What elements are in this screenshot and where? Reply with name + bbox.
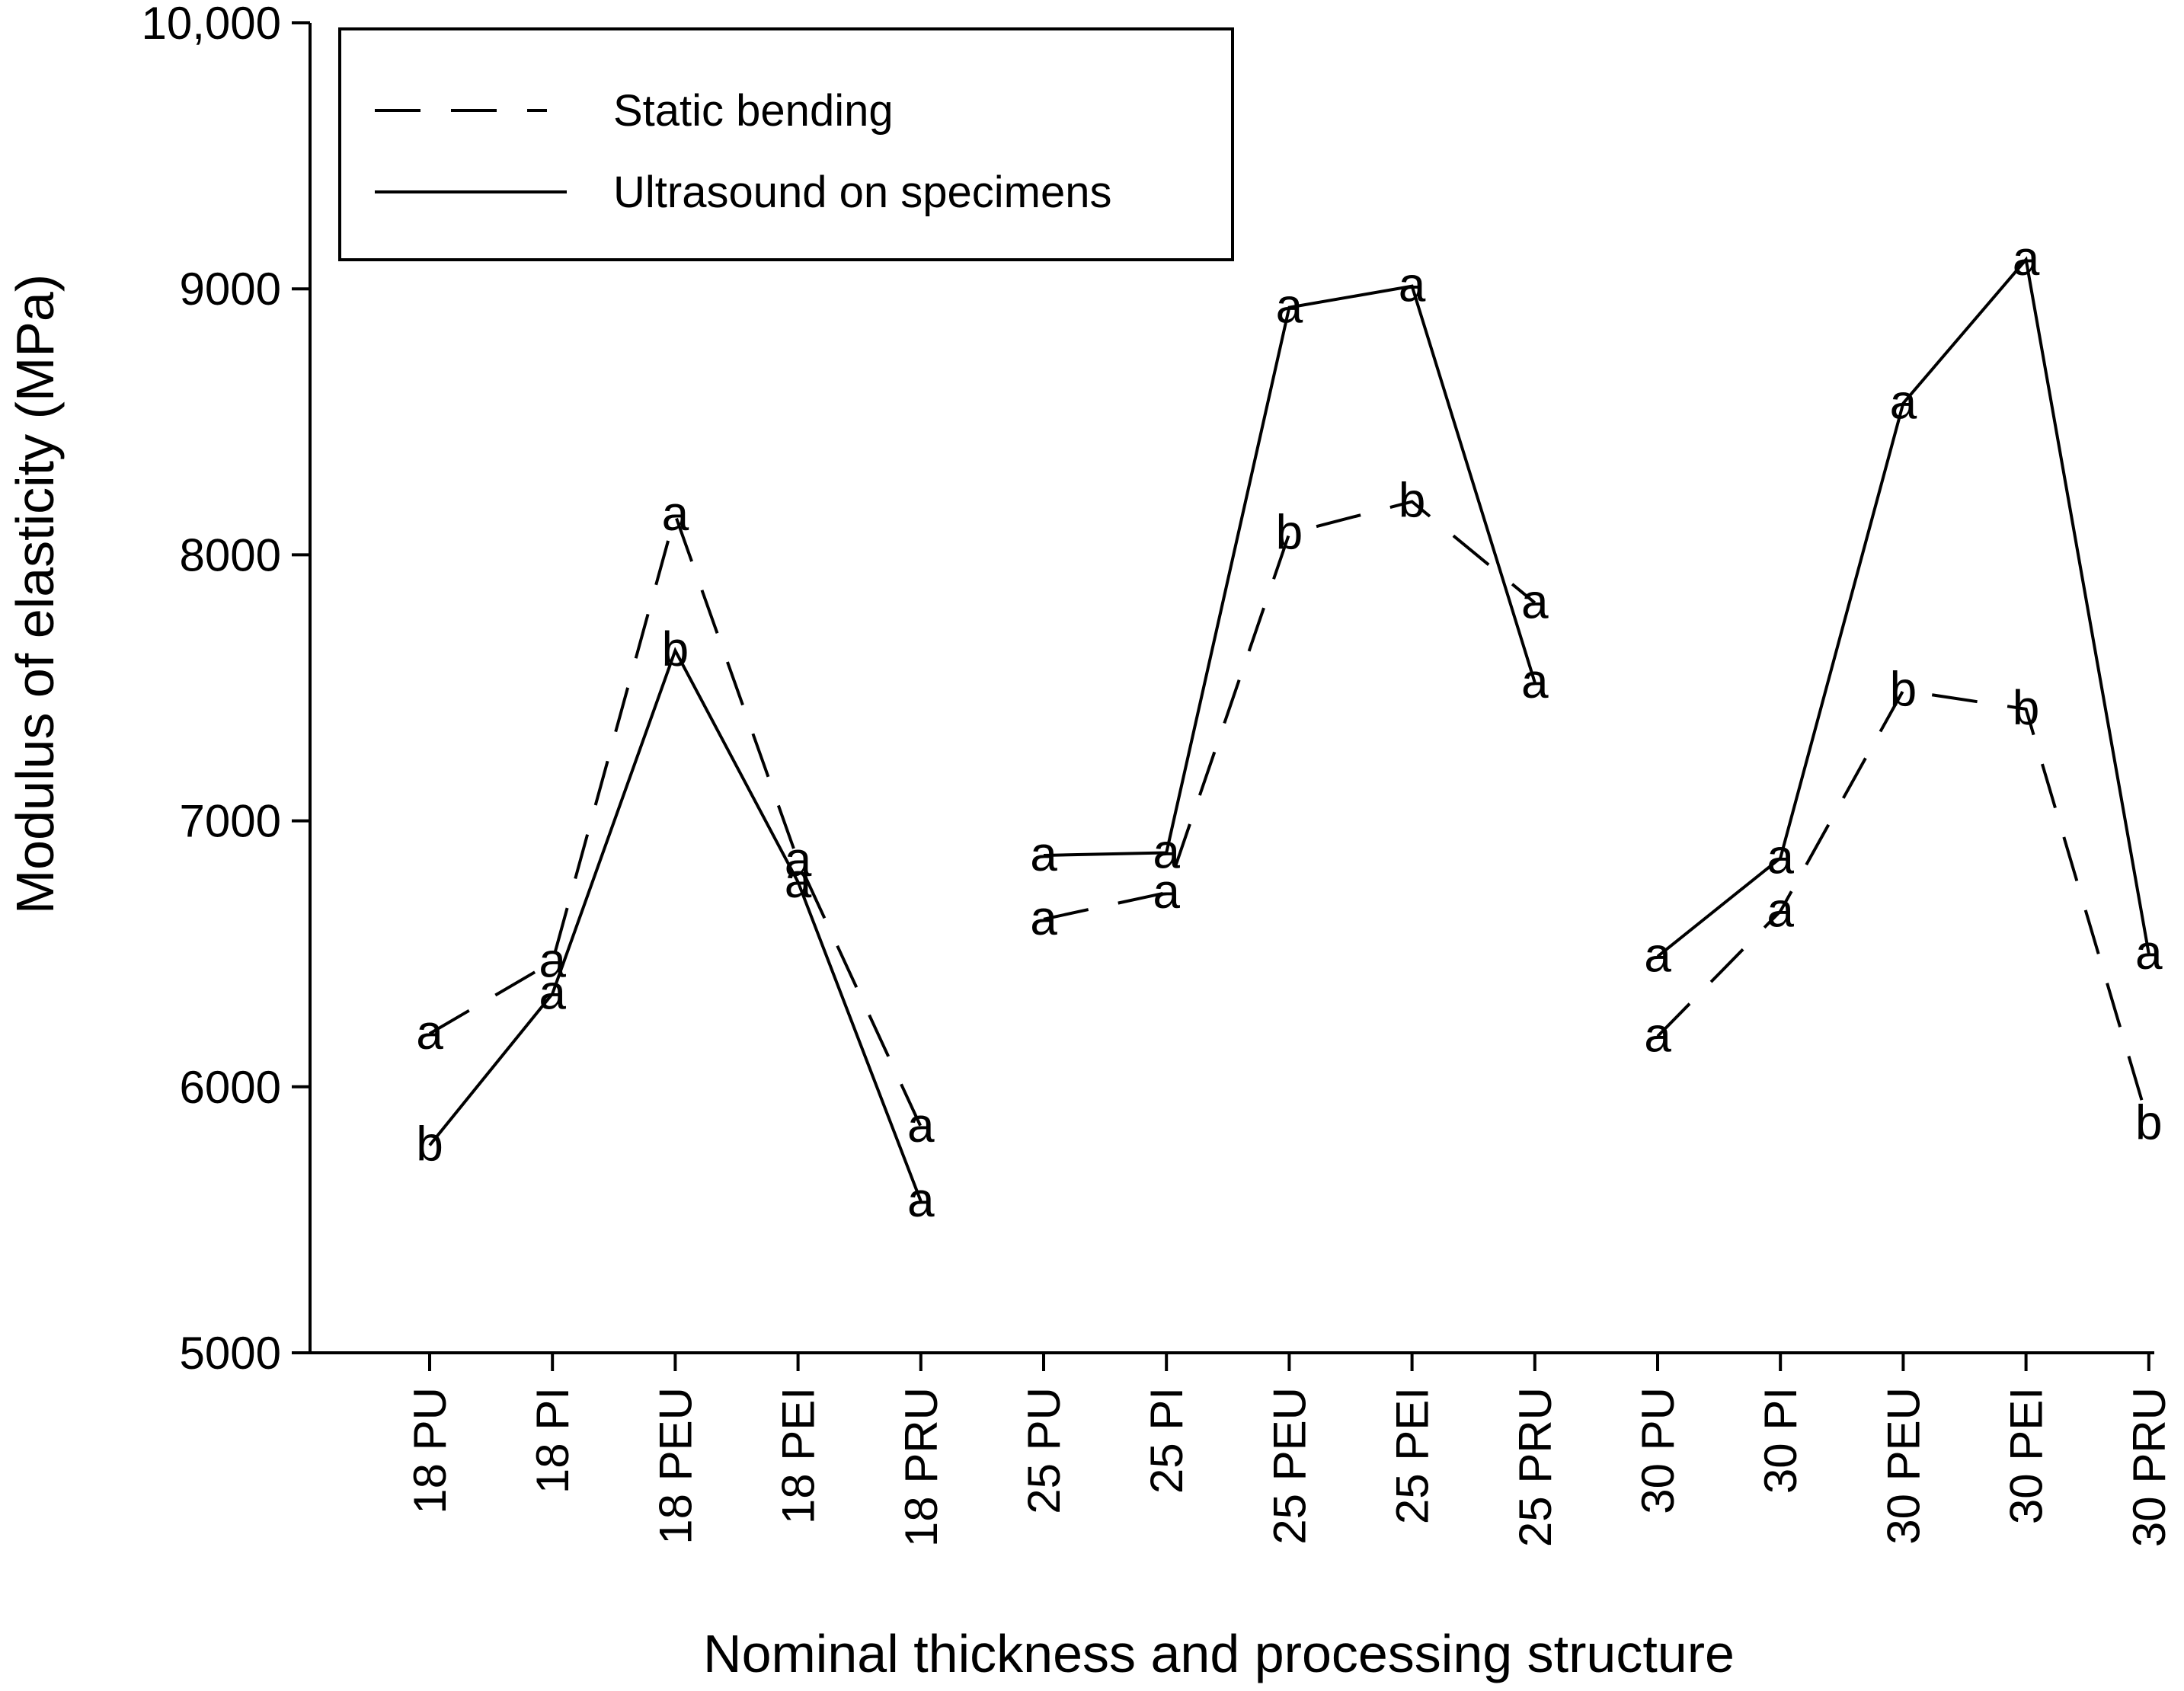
- x-tick-label: 25 PEU: [1264, 1387, 1315, 1545]
- legend: Static bending Ultrasound on specimens: [338, 27, 1234, 261]
- point-letter: a: [785, 832, 812, 887]
- x-tick-label: 25 PU: [1018, 1387, 1070, 1514]
- point-letter: a: [1521, 574, 1549, 628]
- point-letter: a: [539, 965, 566, 1020]
- point-letter: a: [1521, 654, 1549, 708]
- x-tick-label: 18 PU: [405, 1387, 456, 1514]
- point-letter: a: [1890, 374, 1917, 429]
- y-tick-label: 7000: [180, 796, 281, 847]
- x-tick-label: 30 PRU: [2124, 1387, 2175, 1547]
- series-line-ultrasound-group-2: [1043, 284, 1536, 857]
- x-tick-label: 18 PI: [527, 1387, 578, 1494]
- x-tick-label: 30 PEU: [1878, 1387, 1929, 1545]
- legend-box: [338, 27, 1234, 261]
- legend-label-ultrasound: Ultrasound on specimens: [613, 168, 1111, 217]
- series-line-static-bending-group-1: [428, 510, 923, 1128]
- point-letter: a: [2135, 925, 2163, 980]
- series-line-static-bending-group-3: [1656, 689, 2150, 1125]
- point-letter: a: [907, 1098, 935, 1152]
- point-letter: a: [907, 1172, 935, 1227]
- point-letter: a: [1644, 928, 1671, 983]
- y-axis-title: Modulus of elasticity (MPa): [5, 274, 65, 914]
- x-tick-label: 18 PEU: [650, 1387, 701, 1545]
- x-tick-label: 25 PRU: [1510, 1387, 1561, 1547]
- point-letter: a: [416, 1005, 443, 1060]
- point-letter: a: [662, 486, 689, 541]
- series-layer: [428, 256, 2150, 1202]
- series-line-ultrasound-group-1: [428, 647, 923, 1202]
- x-tick-label: 30 PEI: [2001, 1387, 2052, 1524]
- point-letter: a: [1153, 824, 1180, 879]
- point-letter: b: [1399, 473, 1426, 528]
- x-tick-label: 18 PEI: [773, 1387, 824, 1524]
- series-line-static-bending-group-2: [1043, 500, 1536, 921]
- series-line-ultrasound-group-3: [1656, 256, 2150, 958]
- x-tick-label: 25 PI: [1141, 1387, 1192, 1494]
- point-letter: a: [1767, 829, 1794, 884]
- point-letter: a: [2013, 231, 2040, 286]
- y-tick-label: 5000: [180, 1328, 281, 1379]
- x-tick-label: 30 PI: [1755, 1387, 1806, 1494]
- axes: 5000 6000 7000 8000 9000 10,000 18 PU 18 PI 18 P…: [141, 0, 2174, 1547]
- point-letter: a: [1030, 826, 1057, 881]
- point-letter: b: [2013, 680, 2040, 735]
- x-axis-title: Nominal thickness and processing structu…: [703, 1624, 1735, 1683]
- x-tick-label: 25 PEI: [1387, 1387, 1438, 1524]
- point-letter: a: [785, 853, 812, 908]
- legend-label-static-bending: Static bending: [613, 86, 894, 136]
- point-letter: a: [1030, 890, 1057, 945]
- y-tick-label: 9000: [180, 264, 281, 315]
- point-letter: b: [2135, 1095, 2163, 1150]
- point-letter: a: [1153, 864, 1180, 919]
- point-letter: a: [1767, 882, 1794, 937]
- y-tick-label: 8000: [180, 529, 281, 580]
- point-letter: a: [1399, 257, 1426, 312]
- point-letter: b: [1276, 504, 1303, 559]
- point-letter: b: [1890, 661, 1917, 716]
- y-tick-label: 6000: [180, 1062, 281, 1113]
- y-tick-label: 10,000: [141, 0, 281, 49]
- point-letter: b: [662, 622, 689, 676]
- x-tick-label: 30 PU: [1632, 1387, 1684, 1514]
- point-letter: a: [1276, 279, 1303, 334]
- x-tick-label: 18 PRU: [896, 1387, 947, 1547]
- point-letter: a: [539, 933, 566, 988]
- point-letter: a: [1644, 1007, 1671, 1062]
- point-letter: b: [416, 1117, 443, 1172]
